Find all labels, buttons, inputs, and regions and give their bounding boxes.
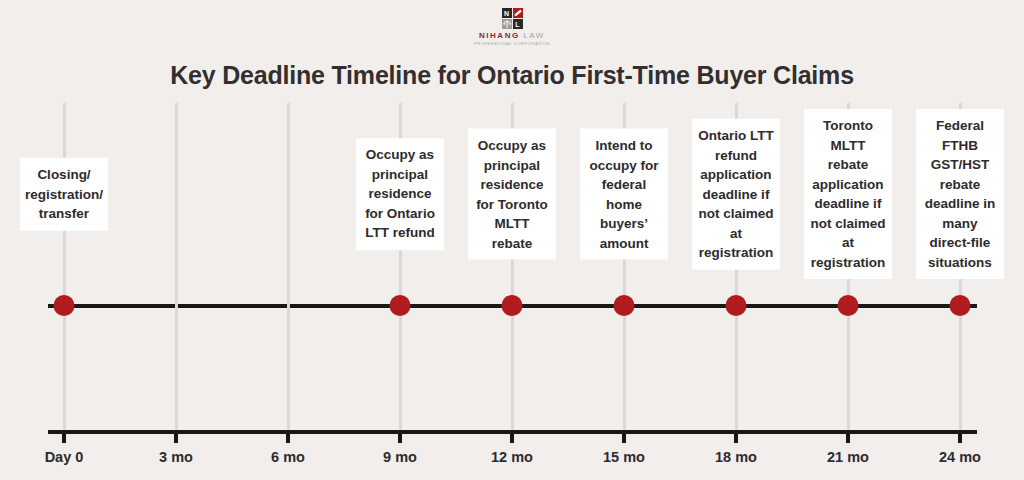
axis-tick [846,430,850,443]
axis-tick-label: 9 mo [383,449,417,465]
logo: N L NIHANG LAW PROFESSIONAL CORPORATION [0,8,1024,46]
axis-tick [958,430,962,443]
logo-subtitle: PROFESSIONAL CORPORATION [474,42,550,46]
axis-tick-label: Day 0 [45,449,84,465]
axis-tick-label: 3 mo [159,449,193,465]
event-label: Ontario LTT refund application deadline … [692,119,780,270]
event-label: Federal FTHB GST/HST rebate deadline in … [916,109,1004,279]
timeline-dot [726,295,747,316]
event-label: Intend to occupy for federal home buyers… [580,129,668,260]
axis-tick [510,430,514,443]
timeline-dot [54,295,75,316]
axis-tick [174,430,178,443]
event-label: Closing/ registration/ transfer [20,158,108,231]
gavel-icon [513,8,523,18]
timeline-dot [950,295,971,316]
page-title: Key Deadline Timeline for Ontario First-… [0,61,1024,90]
axis-tick [286,430,290,443]
axis-tick-label: 6 mo [271,449,305,465]
timeline-dot [614,295,635,316]
logo-letter-l: L [513,19,523,29]
axis-tick-label: 21 mo [827,449,869,465]
timeline-dot [838,295,859,316]
axis-tick [622,430,626,443]
axis-tick-label: 12 mo [491,449,533,465]
scales-icon [502,19,512,29]
axis-tick-label: 15 mo [603,449,645,465]
event-label: Occupy as principal residence for Ontari… [356,138,444,250]
infographic-canvas: N L NIHANG LAW PROFESSIONAL CORPORATION … [0,0,1024,480]
gridline [287,103,290,432]
logo-mark: N L [502,8,523,29]
axis-tick [398,430,402,443]
timeline-dot [502,295,523,316]
logo-brand-secondary: LAW [520,31,545,40]
axis-tick [734,430,738,443]
gridline [175,103,178,432]
event-label: Occupy as principal residence for Toront… [468,129,556,260]
gridline [63,103,66,432]
axis-tick-label: 24 mo [939,449,981,465]
logo-letter-n: N [502,8,512,18]
axis-tick [62,430,66,443]
axis-tick-label: 18 mo [715,449,757,465]
logo-brand-primary: NIHANG [479,31,520,40]
logo-wordmark: NIHANG LAW [479,32,545,40]
event-label: Toronto MLTT rebate application deadline… [804,109,892,279]
timeline-dot [390,295,411,316]
